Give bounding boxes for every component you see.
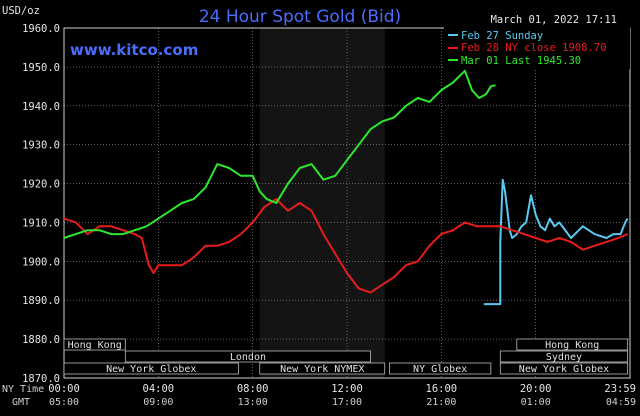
session-bar (63, 338, 126, 351)
x-tick-label-gmt: 13:00 (238, 397, 268, 408)
y-tick-label: 1880.0 (22, 334, 60, 346)
watermark-url: www.kitco.com (70, 41, 198, 59)
series-line-feb27 (483, 178, 629, 306)
x-tick-label-ny: 16:00 (426, 383, 458, 395)
session-bar (389, 362, 492, 375)
trading-sessions: Hong Kong London New York Globex New York N… (63, 338, 629, 375)
session-label: NY Globex (413, 364, 467, 375)
session-bar (516, 338, 629, 351)
session-label: New York NYMEX (280, 364, 364, 375)
legend: Feb 27 Sunday Feb 28 NY close 1908.70 Ma… (444, 27, 630, 69)
series-line-mar01 (63, 69, 496, 239)
x-tick-label-ny: 12:00 (331, 383, 363, 395)
y-tick-label: 1960.0 (22, 23, 60, 35)
ny-time-row-label: NY Time (2, 384, 44, 395)
y-tick-label: 1950.0 (22, 62, 60, 74)
session-bar (124, 350, 371, 363)
x-axis-tick-labels: 00:00 05:00 04:00 09:00 08:00 13:00 12:00 17:00… (48, 383, 636, 408)
y-tick-label: 1940.0 (22, 101, 60, 113)
session-bar (499, 362, 629, 375)
session-bar (63, 362, 239, 375)
session-label: New York Globex (106, 364, 196, 375)
price-series (63, 69, 629, 306)
session-label: Sydney (546, 352, 582, 363)
legend-label-feb27: Feb 27 Sunday (461, 30, 543, 42)
x-tick-label-ny: 20:00 (520, 383, 552, 395)
y-tick-label: 1910.0 (22, 217, 60, 229)
x-tick-label-gmt: 21:00 (426, 397, 456, 408)
x-tick-label-ny: 04:00 (143, 383, 175, 395)
session-bar (499, 350, 629, 363)
shaded-session-band (259, 28, 385, 378)
session-label: New York Globex (519, 364, 609, 375)
x-tick-label-ny: 23:59 (604, 383, 636, 395)
y-tick-label: 1890.0 (22, 295, 60, 307)
plot-frame (63, 27, 631, 379)
session-bar (259, 362, 386, 375)
y-tick-label: 1870.0 (22, 373, 60, 385)
gmt-row-label: GMT (12, 397, 30, 408)
grid-lines (63, 27, 631, 379)
timestamp: March 01, 2022 17:11 (491, 14, 617, 26)
y-tick-label: 1900.0 (22, 256, 60, 268)
series-line-feb28 (63, 198, 628, 294)
chart-title: 24 Hour Spot Gold (Bid) (199, 7, 401, 27)
x-tick-label-gmt: 05:00 (49, 397, 79, 408)
x-tick-label-gmt: 09:00 (143, 397, 173, 408)
session-label: London (230, 352, 266, 363)
x-tick-label-gmt: 17:00 (332, 397, 362, 408)
legend-label-feb28: Feb 28 NY close 1908.70 (461, 42, 606, 54)
legend-box (444, 27, 630, 69)
x-tick-label-ny: 08:00 (237, 383, 269, 395)
x-tick-label-gmt: 01:00 (521, 397, 551, 408)
y-tick-label: 1930.0 (22, 140, 60, 152)
y-axis-tick-labels: 1960.0 1950.0 1940.0 1930.0 1920.0 1910.0 1900… (22, 23, 60, 385)
y-axis-unit-label: USD/oz (2, 5, 40, 17)
legend-label-mar01: Mar 01 Last 1945.30 (461, 55, 581, 67)
x-tick-label-ny: 00:00 (48, 383, 80, 395)
y-tick-label: 1920.0 (22, 179, 60, 191)
x-tick-label-gmt: 04:59 (606, 397, 636, 408)
session-label: Hong Kong (545, 340, 599, 351)
nymex-shaded-band (259, 28, 385, 378)
session-label: Hong Kong (68, 340, 122, 351)
